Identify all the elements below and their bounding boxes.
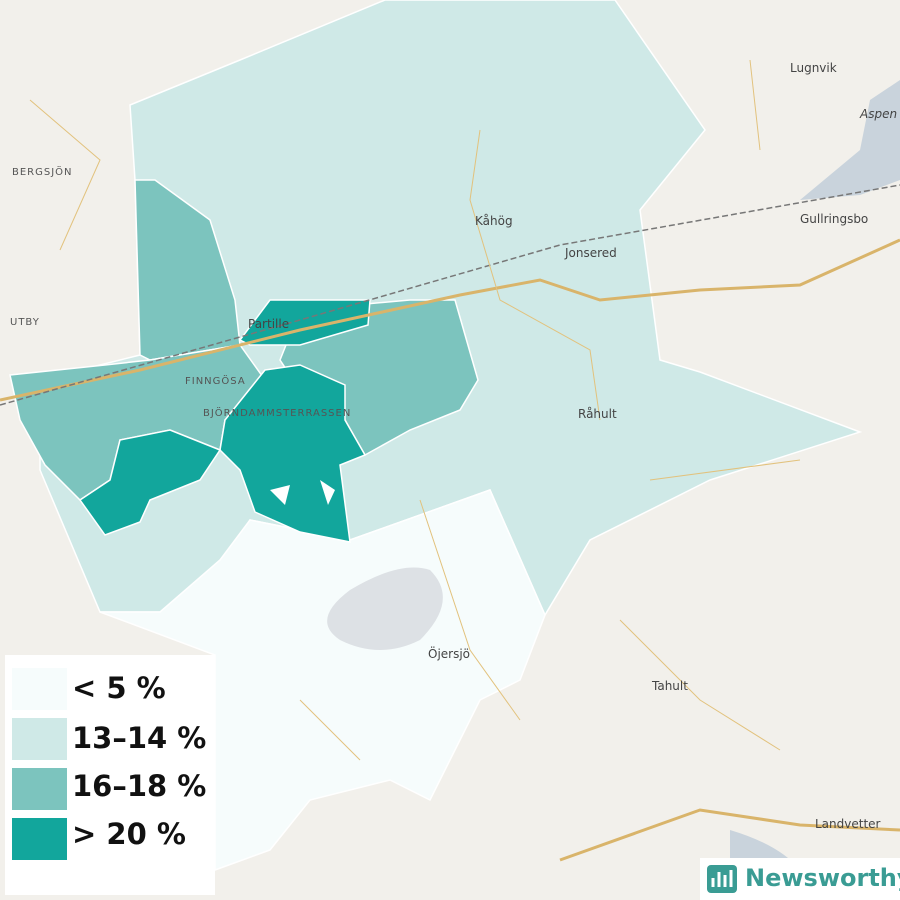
brand-name: Newsworthy [745, 864, 900, 892]
legend-swatch [12, 668, 67, 710]
legend-swatch [12, 768, 67, 810]
legend-label: < 5 % [72, 671, 166, 705]
place-label: Aspen [859, 107, 897, 121]
legend-label: 16–18 % [72, 769, 206, 803]
brand-icon [711, 870, 733, 887]
region-gt-20 [238, 299, 371, 346]
highway [0, 238, 900, 402]
road [29, 59, 801, 761]
place-label: Lugnvik [790, 61, 837, 75]
region-gt-20 [78, 429, 222, 536]
lake [800, 80, 900, 200]
legend-swatch [12, 818, 67, 860]
place-label: Råhult [578, 407, 617, 421]
place-label: Gullringsbo [800, 212, 868, 226]
region-16-18 [134, 179, 241, 361]
place-label: Tahult [651, 679, 688, 693]
railway [0, 184, 900, 406]
place-label: Öjersjö [428, 645, 470, 661]
legend-swatch [12, 718, 67, 760]
place-label: BJÖRNDAMMSTERRASSEN [203, 406, 351, 419]
place-label: UTBY [10, 317, 40, 328]
place-label: Jonsered [564, 246, 617, 260]
place-label: BERGSJÖN [12, 165, 73, 178]
lake-spot [270, 480, 335, 505]
place-label: Kåhög [475, 214, 513, 228]
legend-label: > 20 % [72, 817, 186, 851]
place-label: Landvetter [815, 817, 881, 831]
highway [559, 808, 900, 862]
place-label: Partille [248, 317, 289, 331]
place-label: FINNGÖSA [185, 374, 246, 387]
legend-label: 13–14 % [72, 721, 206, 755]
lake [327, 567, 443, 650]
